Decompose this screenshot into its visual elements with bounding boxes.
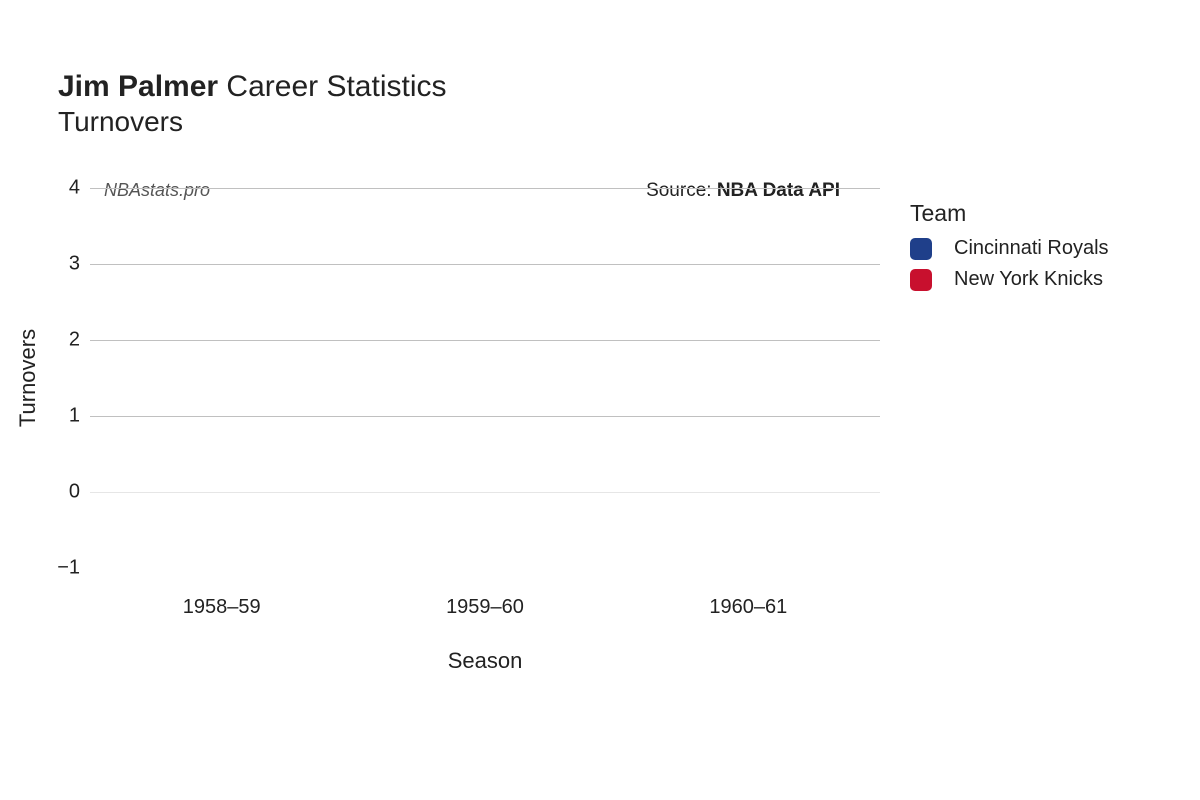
chart-subtitle: Turnovers — [58, 106, 447, 138]
chart-title-block: Jim Palmer Career Statistics Turnovers — [58, 70, 447, 138]
chart-title-line1: Jim Palmer Career Statistics — [58, 70, 447, 104]
y-tick-label: 4 — [69, 177, 80, 200]
legend-swatch-icon — [910, 269, 932, 291]
gridline — [90, 340, 880, 341]
legend-title: Team — [910, 200, 1109, 227]
gridline — [90, 568, 880, 569]
legend-item: Cincinnati Royals — [910, 237, 1109, 260]
legend-swatch-icon — [910, 238, 932, 260]
gridline — [90, 188, 880, 189]
y-tick-label: 3 — [69, 253, 80, 276]
y-tick-label: 1 — [69, 405, 80, 428]
gridline — [90, 416, 880, 417]
x-tick-label: 1958–59 — [183, 596, 261, 619]
legend: Team Cincinnati Royals New York Knicks — [910, 200, 1109, 299]
title-suffix: Career Statistics — [218, 70, 446, 103]
y-tick-label: −1 — [57, 557, 80, 580]
gridline — [90, 492, 880, 493]
x-axis-title: Season — [448, 648, 523, 674]
chart-plot-area: NBAstats.pro Source: NBA Data API −10123… — [90, 188, 880, 568]
legend-label: Cincinnati Royals — [954, 237, 1109, 260]
title-player-name: Jim Palmer — [58, 70, 218, 103]
gridline — [90, 264, 880, 265]
watermark-text: NBAstats.pro — [104, 180, 210, 201]
source-value: NBA Data API — [717, 180, 840, 201]
x-tick-label: 1960–61 — [709, 596, 787, 619]
source-attribution: Source: NBA Data API — [646, 180, 840, 202]
source-prefix: Source: — [646, 180, 717, 201]
y-tick-label: 2 — [69, 329, 80, 352]
y-axis-title: Turnovers — [15, 329, 41, 427]
legend-item: New York Knicks — [910, 268, 1109, 291]
x-tick-label: 1959–60 — [446, 596, 524, 619]
y-tick-label: 0 — [69, 481, 80, 504]
legend-label: New York Knicks — [954, 268, 1103, 291]
